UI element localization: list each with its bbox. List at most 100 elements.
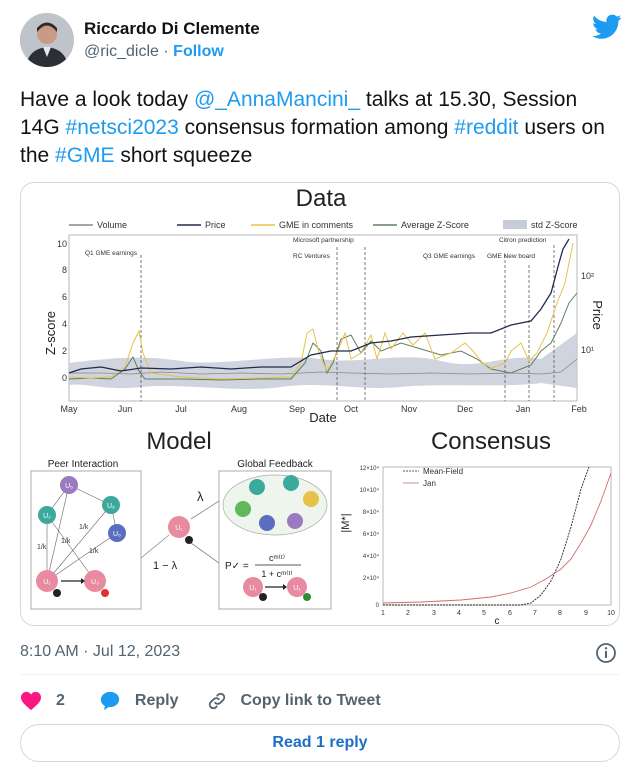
consensus-y-label: |M*| bbox=[340, 513, 352, 532]
peer-title: Peer Interaction bbox=[48, 459, 119, 470]
data-legend: Volume Price GME in comments Average Z-S… bbox=[69, 220, 578, 230]
weight-label: 1/k bbox=[61, 538, 71, 545]
twitter-bird-icon[interactable] bbox=[592, 14, 622, 40]
x-tick: Jan bbox=[516, 404, 531, 414]
data-plot-area: Q1 GME earnings Microsoft partnership RC… bbox=[68, 234, 578, 402]
global-nodes bbox=[235, 475, 319, 531]
follow-link[interactable]: Follow bbox=[173, 43, 224, 60]
info-icon[interactable] bbox=[594, 641, 618, 665]
node-label: U₅ bbox=[65, 483, 73, 490]
c-x-tick: 3 bbox=[432, 610, 436, 617]
right-tick: 10¹ bbox=[581, 345, 594, 355]
author-name[interactable]: Riccardo Di Clemente bbox=[84, 19, 260, 38]
c-x-tick: 6 bbox=[508, 610, 512, 617]
node-label: U₁ bbox=[43, 579, 51, 586]
tweet-text: Have a look today @_AnnaMancini_ talks a… bbox=[20, 86, 620, 170]
node-label: U₆ bbox=[113, 531, 121, 538]
right-tick: 10² bbox=[581, 271, 594, 281]
consensus-x-label: c bbox=[495, 616, 500, 625]
event-label: Citron prediction bbox=[499, 237, 547, 244]
event-label: GME New board bbox=[487, 253, 535, 260]
node-label: U₆ bbox=[107, 503, 115, 510]
jan-line bbox=[382, 472, 612, 604]
event-label: Microsoft partnership bbox=[293, 237, 354, 244]
like-button[interactable]: 2 bbox=[20, 691, 65, 711]
peer-box bbox=[30, 470, 142, 610]
like-count: 2 bbox=[56, 692, 65, 709]
copy-link-label: Copy link to Tweet bbox=[240, 692, 381, 709]
event-label: Q1 GME earnings bbox=[85, 250, 138, 257]
avatar[interactable] bbox=[20, 13, 74, 67]
tweet-text-segment: consensus formation among bbox=[178, 116, 455, 139]
copy-link-button[interactable]: Copy link to Tweet bbox=[206, 690, 381, 712]
legend-comments: GME in comments bbox=[279, 220, 354, 230]
y-tick: 0 bbox=[62, 373, 67, 383]
c-x-tick: 8 bbox=[558, 610, 562, 617]
node-label: U₁ bbox=[249, 585, 257, 592]
c-x-tick: 10 bbox=[607, 610, 615, 617]
c-y-tick: 10×10⁴ bbox=[360, 487, 380, 494]
meanfield-line bbox=[383, 466, 590, 606]
c-y-tick: 6×10⁴ bbox=[363, 531, 380, 538]
read-reply-button[interactable]: Read 1 reply bbox=[20, 724, 620, 762]
weight-label: 1/k bbox=[79, 524, 89, 531]
tweet-timestamp[interactable]: 8:10 AM · Jul 12, 2023 bbox=[20, 643, 181, 660]
event-label: Q3 GME earnings bbox=[423, 253, 476, 260]
author-handle[interactable]: @ric_dicle bbox=[84, 43, 159, 60]
tweet-link[interactable]: #reddit bbox=[454, 116, 519, 139]
c-y-tick: 4×10⁴ bbox=[363, 553, 380, 560]
formula-denominator: 1 + cᵐ⁽ᵗ⁾ bbox=[261, 569, 292, 579]
tweet-link[interactable]: #netsci2023 bbox=[65, 116, 179, 139]
y-tick: 4 bbox=[62, 319, 67, 329]
data-right-label: Price bbox=[590, 300, 605, 330]
center-node bbox=[168, 516, 190, 538]
x-tick: Aug bbox=[231, 404, 247, 414]
legend-price: Price bbox=[205, 220, 226, 230]
divider bbox=[20, 674, 620, 675]
tweet-text-segment: short squeeze bbox=[114, 144, 253, 167]
c-x-tick: 7 bbox=[533, 610, 537, 617]
data-x-label: Date bbox=[309, 410, 336, 425]
c-x-tick: 9 bbox=[584, 610, 588, 617]
link-icon bbox=[209, 692, 226, 710]
tweet-text-segment: users on the bbox=[20, 116, 605, 167]
action-bar: 2 Reply Copy link to Tweet bbox=[20, 688, 381, 714]
legend-std-z: std Z-Score bbox=[531, 220, 578, 230]
x-tick: Jun bbox=[118, 404, 133, 414]
data-y-label: Z-score bbox=[43, 311, 58, 355]
c-y-tick: 12×10⁴ bbox=[360, 465, 380, 472]
tweet-text-segment: Have a look today bbox=[20, 88, 194, 111]
x-tick: May bbox=[60, 404, 78, 414]
reply-button[interactable]: Reply bbox=[99, 690, 178, 712]
formula-numerator: cᵐ⁽ᵗ⁾ bbox=[269, 553, 285, 563]
x-tick: Feb bbox=[571, 404, 587, 414]
tweet-link[interactable]: @_AnnaMancini_ bbox=[193, 88, 361, 111]
y-tick: 6 bbox=[62, 292, 67, 302]
author-handle-row: @ric_dicle · Follow bbox=[84, 43, 224, 61]
consensus-plot-area bbox=[382, 466, 612, 606]
consensus-legend-jan: Jan bbox=[423, 479, 436, 488]
x-tick: Jul bbox=[175, 404, 187, 414]
weight-label: 1/k bbox=[37, 544, 47, 551]
c-x-tick: 5 bbox=[482, 610, 486, 617]
tweet-link[interactable]: #GME bbox=[55, 144, 115, 167]
y-tick: 8 bbox=[62, 265, 67, 275]
peer-nodes bbox=[36, 476, 126, 597]
node-label: U₂ bbox=[43, 513, 51, 520]
y-tick: 2 bbox=[62, 346, 67, 356]
c-x-tick: 2 bbox=[406, 610, 410, 617]
node-label: U₁ bbox=[175, 525, 183, 532]
c-y-tick: 8×10⁴ bbox=[363, 509, 380, 516]
c-x-tick: 1 bbox=[381, 610, 385, 617]
data-panel-title: Data bbox=[296, 185, 347, 212]
node-label: U₁ bbox=[293, 585, 301, 592]
y-tick: 10 bbox=[57, 239, 67, 249]
reply-bubble-icon bbox=[100, 691, 120, 711]
formula-lhs: P✓ = bbox=[225, 561, 249, 572]
node-label: U₃ bbox=[91, 579, 99, 586]
lambda-label: λ bbox=[197, 489, 204, 504]
tweet-media[interactable]: Data Volume Price GME in comments Averag… bbox=[20, 182, 620, 626]
event-label: RC Ventures bbox=[293, 253, 331, 260]
model-panel-title: Model bbox=[146, 428, 211, 455]
c-y-tick: 2×10⁴ bbox=[363, 575, 380, 582]
